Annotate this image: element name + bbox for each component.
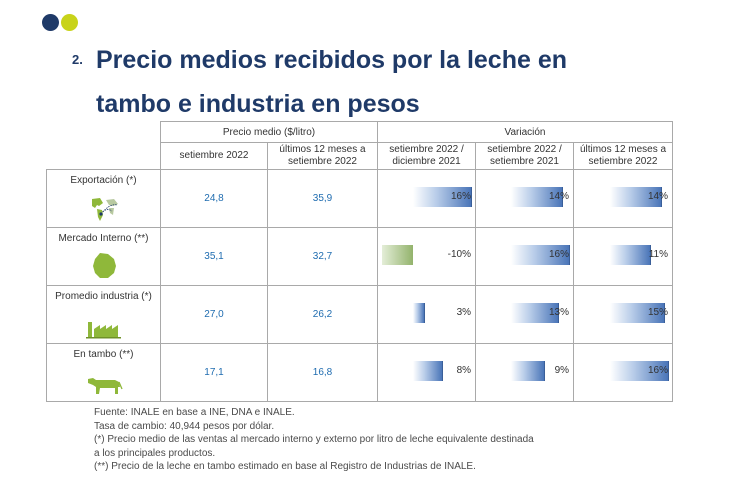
negative-data-bar	[382, 245, 414, 265]
positive-data-bar	[511, 361, 545, 381]
uruguay-map-icon	[92, 253, 116, 278]
price-group-header: Precio medio ($/litro)	[159, 121, 379, 143]
positive-data-bar	[413, 303, 425, 323]
var-value: -10%	[447, 249, 472, 260]
positive-data-bar	[609, 245, 651, 265]
footnote-1-cont: a los principales productos.	[94, 447, 216, 459]
var-value: 14%	[549, 191, 570, 202]
positive-data-bar	[413, 361, 444, 381]
factory-icon	[85, 322, 121, 339]
row-label: Promedio industria (*)	[55, 291, 152, 302]
row-label-cell: Exportación (*)	[46, 169, 161, 228]
var-dec-cell: 16%	[377, 169, 477, 228]
positive-data-bar	[511, 187, 563, 207]
var-dec-cell: 3%	[377, 285, 477, 344]
var-value: 3%	[456, 307, 472, 318]
positive-data-bar	[413, 187, 472, 207]
price-sep-cell: 24,8	[160, 169, 268, 228]
row-label: En tambo (**)	[73, 349, 134, 360]
var-value: 11%	[648, 249, 669, 260]
var-value: 16%	[648, 365, 669, 376]
price-12m-cell: 35,9	[266, 169, 379, 228]
col-header-var-yoy: setiembre 2022 /setiembre 2021	[475, 142, 575, 170]
price-sep-cell: 35,1	[160, 227, 268, 286]
positive-data-bar	[609, 187, 662, 207]
var-12m-cell: 14%	[573, 169, 674, 228]
var-yoy-cell: 16%	[475, 227, 575, 286]
table-row: Exportación (*) 24,8 35,9 16% 14% 14%	[46, 169, 674, 228]
price-12m-cell: 16,8	[266, 343, 379, 402]
price-12m-cell: 32,7	[266, 227, 379, 286]
positive-data-bar	[609, 303, 666, 323]
price-12m-cell: 26,2	[266, 285, 379, 344]
var-dec-cell: -10%	[377, 227, 477, 286]
title-line-2: tambo e industria en pesos	[96, 90, 420, 118]
col-header-var-dec: setiembre 2022 /diciembre 2021	[377, 142, 477, 170]
source-note: Fuente: INALE en base a INE, DNA e INALE…	[94, 407, 295, 418]
price-sep-cell: 27,0	[160, 285, 268, 344]
footnotes: Fuente: INALE en base a INE, DNA e INALE…	[94, 406, 534, 474]
price-table: Precio medio ($/litro) Variación setiemb…	[46, 121, 674, 402]
positive-data-bar	[609, 361, 670, 381]
var-yoy-cell: 13%	[475, 285, 575, 344]
row-label: Mercado Interno (**)	[58, 233, 149, 244]
lime-dot	[61, 14, 78, 31]
row-label: Exportación (*)	[70, 175, 137, 186]
var-yoy-cell: 9%	[475, 343, 575, 402]
world-map-icon	[91, 198, 118, 221]
title-line-1: Precio medios recibidos por la leche en	[96, 46, 567, 74]
exchange-rate-note: Tasa de cambio: 40,944 pesos por dólar.	[94, 420, 275, 432]
var-value: 15%	[648, 307, 669, 318]
positive-data-bar	[511, 303, 560, 323]
col-header-price-sep: setiembre 2022	[160, 142, 268, 170]
var-12m-cell: 16%	[573, 343, 674, 402]
footnote-2: (**) Precio de la leche en tambo estimad…	[94, 461, 476, 472]
positive-data-bar	[511, 245, 570, 265]
table-row: En tambo (**) 17,1 16,8 8% 9% 16%	[46, 343, 674, 402]
var-value: 8%	[456, 365, 472, 376]
var-value: 16%	[549, 249, 570, 260]
row-label-cell: Mercado Interno (**)	[46, 227, 161, 286]
col-header-var-12m: últimos 12 meses a setiembre 2022	[573, 142, 674, 170]
var-value: 14%	[648, 191, 669, 202]
slide-title: Precio medios recibidos por la leche en …	[96, 38, 696, 126]
variation-group-header: Variación	[377, 121, 674, 143]
col-header-price-12m: últimos 12 meses a setiembre 2022	[266, 142, 379, 170]
var-value: 13%	[549, 307, 570, 318]
var-12m-cell: 11%	[573, 227, 674, 286]
table-row: Promedio industria (*) 27,0 26,2 3% 13% …	[46, 285, 674, 344]
cow-icon	[87, 378, 123, 394]
price-sep-cell: 17,1	[160, 343, 268, 402]
row-label-cell: En tambo (**)	[46, 343, 161, 402]
section-number: 2.	[72, 52, 83, 67]
var-yoy-cell: 14%	[475, 169, 575, 228]
var-value: 9%	[554, 365, 570, 376]
var-dec-cell: 8%	[377, 343, 477, 402]
footnote-1: (*) Precio medio de las ventas al mercad…	[94, 434, 534, 445]
var-12m-cell: 15%	[573, 285, 674, 344]
table-row: Mercado Interno (**) 35,1 32,7 -10% 16% …	[46, 227, 674, 286]
navy-dot	[42, 14, 59, 31]
row-label-cell: Promedio industria (*)	[46, 285, 161, 344]
var-value: 16%	[451, 191, 472, 202]
